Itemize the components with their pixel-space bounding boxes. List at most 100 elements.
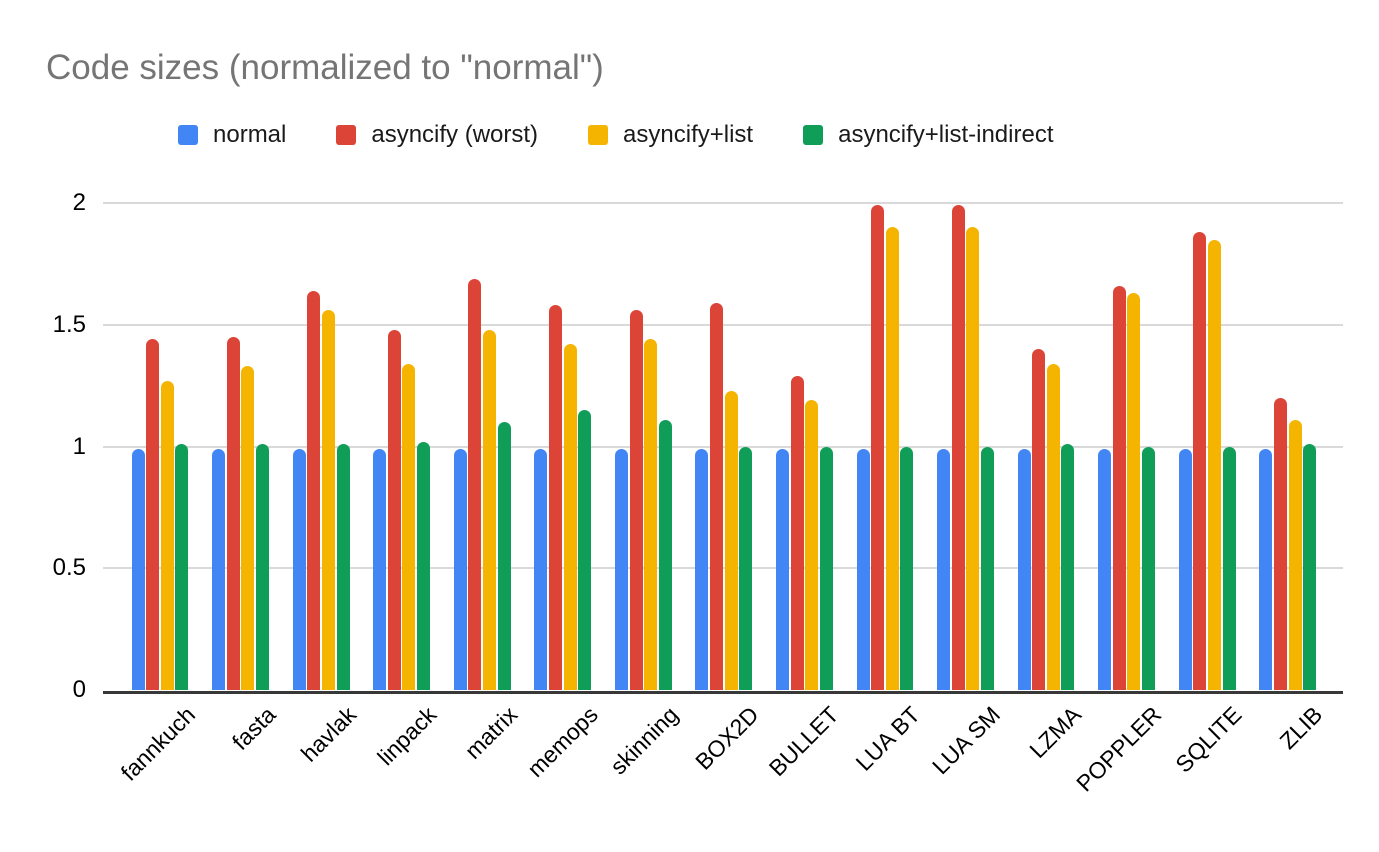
bar xyxy=(453,448,467,690)
bar xyxy=(321,310,335,690)
gridline xyxy=(103,567,1343,570)
bar xyxy=(1193,232,1207,690)
x-axis-label: POPPLER xyxy=(1071,701,1167,797)
bar xyxy=(212,448,226,690)
x-axis-label: skinning xyxy=(604,701,683,780)
bar xyxy=(1098,448,1112,690)
y-tick-label: 1.5 xyxy=(52,310,86,338)
legend-label: normal xyxy=(213,121,287,148)
bar xyxy=(644,339,658,690)
bar xyxy=(226,336,240,690)
bar xyxy=(739,446,753,690)
chart-legend: normal asyncify (worst) asyncify+list async… xyxy=(178,118,1054,152)
y-tick-label: 2 xyxy=(72,189,86,216)
bar xyxy=(856,448,870,690)
legend-swatch xyxy=(803,125,824,145)
x-axis-label: havlak xyxy=(295,701,361,767)
bar xyxy=(483,329,496,690)
legend-label: asyncify+list-indirect xyxy=(838,121,1054,148)
legend-item: asyncify (worst) xyxy=(336,121,538,149)
bar xyxy=(966,227,980,690)
bar xyxy=(1127,293,1141,690)
bar xyxy=(1207,239,1221,690)
x-axis-label: memops xyxy=(521,701,603,783)
x-axis-label: BOX2D xyxy=(690,701,764,775)
bar xyxy=(468,278,482,690)
bar xyxy=(776,448,789,690)
legend-swatch xyxy=(178,125,198,145)
bar xyxy=(1112,285,1126,690)
x-axis-label: fannkuch xyxy=(115,701,200,786)
bar xyxy=(1288,419,1302,690)
bar xyxy=(885,227,899,690)
y-tick-label: 0.5 xyxy=(52,554,86,582)
legend-item: asyncify+list xyxy=(588,121,753,149)
bar xyxy=(710,302,723,690)
bar xyxy=(1303,444,1317,690)
bar xyxy=(1222,446,1236,690)
bar xyxy=(1017,448,1031,690)
bar xyxy=(578,410,592,690)
bar xyxy=(292,448,306,690)
x-axis-label: fasta xyxy=(226,701,281,755)
bar xyxy=(373,448,387,690)
bar xyxy=(387,329,401,690)
bar xyxy=(805,400,819,690)
bar xyxy=(980,446,994,690)
bar xyxy=(146,339,160,690)
x-axis-label: matrix xyxy=(459,701,522,764)
bar xyxy=(1046,363,1060,690)
y-tick-label: 0 xyxy=(72,676,86,703)
bar xyxy=(548,305,562,690)
gridline xyxy=(103,445,1343,448)
bar xyxy=(160,380,174,690)
bar xyxy=(900,446,914,690)
x-axis-label: linpack xyxy=(372,701,442,771)
x-axis-label: ZLIB xyxy=(1274,701,1328,755)
bar xyxy=(724,390,738,690)
legend-swatch xyxy=(336,125,357,145)
bar xyxy=(695,448,709,690)
bar xyxy=(175,444,189,690)
bar xyxy=(1259,448,1273,690)
bar xyxy=(1061,444,1075,690)
bar xyxy=(497,422,511,690)
bar xyxy=(1032,349,1046,690)
chart-title: Code sizes (normalized to "normal") xyxy=(46,48,604,87)
legend-label: asyncify (worst) xyxy=(371,121,539,148)
x-axis-label: SQLITE xyxy=(1170,701,1247,778)
gridline xyxy=(103,202,1343,204)
bar xyxy=(1273,397,1287,690)
bar xyxy=(937,448,951,690)
legend-swatch xyxy=(588,125,609,145)
x-axis-line xyxy=(103,690,1343,694)
bar xyxy=(131,448,145,690)
y-tick-label: 1 xyxy=(72,432,86,460)
bar xyxy=(614,448,628,690)
bar xyxy=(951,205,965,690)
x-axis-label: LUA SM xyxy=(927,701,1006,780)
bar xyxy=(819,446,833,690)
bar xyxy=(256,444,269,690)
bar xyxy=(336,444,350,690)
legend-label: asyncify+list xyxy=(623,121,754,148)
bar xyxy=(307,290,321,690)
x-axis-label: BULLET xyxy=(764,701,845,782)
bar xyxy=(790,375,804,690)
bar xyxy=(629,310,643,690)
bar xyxy=(871,205,885,690)
gridline xyxy=(103,323,1343,326)
bar xyxy=(1142,446,1155,690)
bar xyxy=(417,441,431,690)
legend-item: normal xyxy=(178,121,286,149)
x-axis-label: LUA BT xyxy=(850,701,925,776)
bar xyxy=(658,419,672,690)
bar xyxy=(241,366,255,690)
legend-item: asyncify+list-indirect xyxy=(803,121,1054,149)
bar xyxy=(402,363,416,690)
bar xyxy=(534,448,548,690)
bar xyxy=(1178,448,1192,690)
bar xyxy=(563,344,577,690)
